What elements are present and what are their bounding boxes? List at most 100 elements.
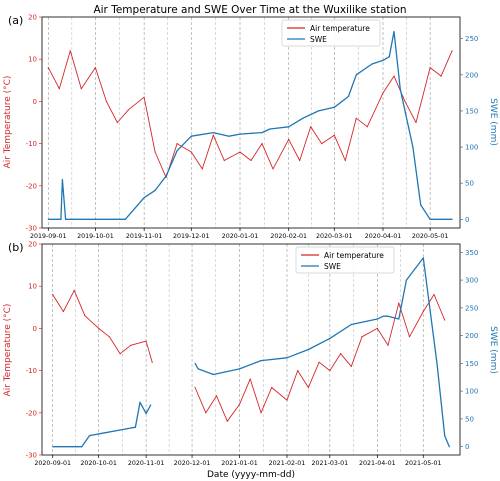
swe-point	[451, 218, 453, 220]
x-tick-label: 2019-10-01	[77, 233, 114, 240]
air-temperature-point	[190, 151, 192, 153]
y-tick-label-right: 250	[465, 35, 478, 43]
swe-point	[119, 429, 121, 431]
swe-point	[422, 257, 424, 259]
air-temperature-point	[119, 353, 121, 355]
swe-point	[176, 150, 178, 152]
air-temperature-point	[271, 386, 273, 389]
air-temperature-point	[250, 159, 252, 162]
swe-point	[165, 175, 167, 177]
air-temperature-point	[344, 159, 346, 162]
air-temperature-point	[176, 143, 178, 145]
air-temperature-point	[433, 294, 435, 296]
air-temperature-point	[108, 336, 110, 338]
swe-point	[399, 88, 401, 90]
air-temperature-point	[130, 344, 132, 346]
swe-point	[52, 446, 54, 448]
air-temperature-point	[272, 168, 274, 170]
swe-point	[382, 315, 384, 317]
air-temperature-point	[329, 370, 331, 372]
x-tick-label: 2020-02-01	[270, 233, 307, 240]
swe-point	[393, 30, 395, 33]
y-tick-label-right: 100	[465, 144, 478, 152]
y-tick-label-right: 150	[465, 107, 478, 115]
air-temperature-point	[69, 50, 71, 52]
swe-point	[355, 74, 357, 76]
air-temperature-point	[215, 395, 218, 397]
air-temperature-point	[404, 100, 406, 102]
air-temperature-point	[310, 126, 312, 128]
x-tick-label: 2021-02-01	[269, 460, 306, 467]
x-tick-label: 2020-01-01	[222, 233, 259, 240]
swe-point	[104, 432, 106, 434]
swe-point	[124, 218, 126, 220]
swe-point	[61, 179, 64, 181]
air-temperature-line-a	[47, 50, 453, 178]
swe-point	[238, 368, 241, 370]
y-tick-label-right: 100	[465, 388, 478, 396]
y-tick-label-right: 0	[465, 443, 469, 451]
swe-point	[154, 189, 156, 191]
swe-point	[134, 426, 136, 428]
air-temperature-point	[440, 75, 442, 77]
air-temperature-point	[62, 310, 64, 313]
swe-point	[376, 318, 378, 320]
air-temperature-point	[393, 75, 395, 77]
y-tick-label-left: 10	[28, 283, 37, 291]
swe-point	[212, 373, 215, 376]
y-tick-label-right: 250	[465, 304, 478, 312]
panel-label-b: (b)	[8, 241, 24, 254]
swe-point	[228, 135, 230, 137]
swe-point	[443, 218, 445, 220]
plot-frame-b	[41, 243, 461, 456]
air-temperature-point	[408, 336, 411, 338]
swe-point	[60, 218, 62, 220]
legend-box-a	[281, 19, 381, 47]
swe-point	[398, 318, 400, 320]
swe-point	[404, 110, 406, 112]
swe-point	[143, 197, 145, 199]
swe-point	[405, 279, 407, 281]
swe-point	[288, 126, 290, 128]
air-temperature-point	[84, 315, 86, 317]
air-temperature-point	[127, 109, 129, 111]
x-tick-label: 2020-10-01	[80, 460, 117, 467]
x-tick-label: 2020-12-01	[174, 460, 211, 467]
swe-point	[302, 117, 304, 119]
swe-point	[371, 63, 373, 65]
legend-label-air-a: Air temperature	[310, 24, 370, 33]
air-temperature-point	[143, 96, 145, 98]
y-tick-label-left: 10	[28, 56, 37, 64]
y-axis-label-left-b: Air Temperature (°C)	[3, 304, 13, 397]
air-temperature-point	[340, 353, 342, 355]
air-temperature-point	[226, 420, 228, 422]
air-temperature-point	[205, 412, 207, 414]
y-axis-label-left-a: Air Temperature (°C)	[3, 76, 13, 169]
air-temperature-point	[422, 310, 424, 313]
air-temperature-point	[398, 302, 400, 304]
swe-line-a	[48, 30, 453, 220]
air-temperature-point	[105, 100, 107, 102]
y-tick-label-left: 20	[28, 14, 37, 22]
air-temperature-point	[223, 159, 225, 162]
swe-point	[81, 446, 83, 448]
air-temperature-point	[238, 403, 241, 405]
y-tick-label-left: -20	[26, 409, 37, 417]
swe-point	[387, 315, 389, 317]
legend-label-air-b: Air temperature	[324, 251, 384, 260]
swe-point	[347, 95, 349, 98]
air-temperature-point	[98, 327, 100, 329]
air-temperature-point	[429, 67, 431, 69]
legend-box-b	[295, 246, 395, 274]
y-tick-label-left: -10	[26, 367, 37, 375]
swe-point	[94, 218, 96, 220]
air-temperature-point	[80, 88, 82, 90]
swe-point	[350, 323, 352, 326]
air-temperature-point	[73, 289, 75, 291]
air-temperature-line-b	[52, 289, 446, 422]
swe-point	[382, 59, 384, 62]
air-temperature-point	[451, 50, 453, 52]
panel-a: (a) Air Temperature (°C) SWE (mm) 2019-0…	[3, 14, 498, 241]
air-temperature-point	[116, 121, 118, 124]
air-temperature-point	[415, 121, 417, 124]
